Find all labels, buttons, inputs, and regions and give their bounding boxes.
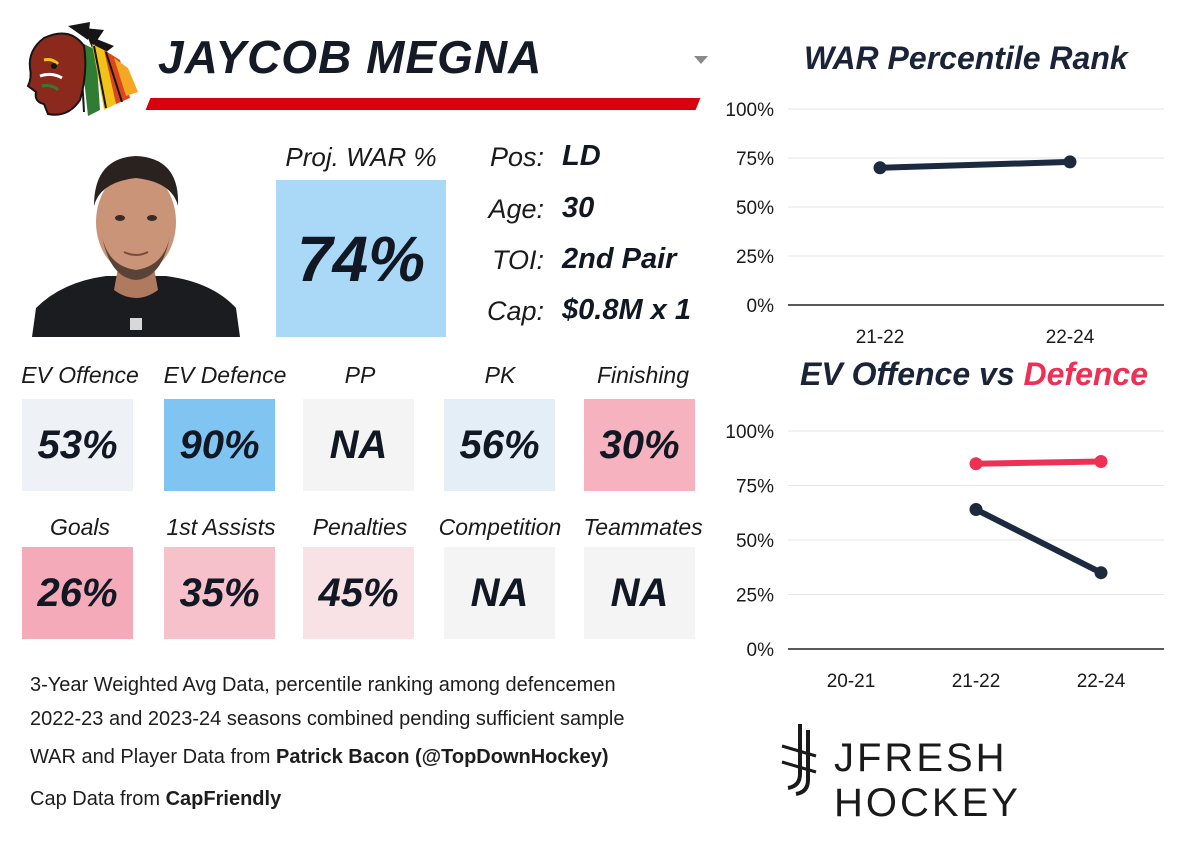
player-photo [32, 156, 240, 337]
info-key-toi: TOI: [491, 245, 544, 275]
footnote-line-4: Cap Data from CapFriendly [30, 788, 281, 811]
metric-label-ev-offence: EV Offence [21, 362, 139, 388]
footnote-prefix: Cap Data from [30, 788, 166, 810]
info-value-pos: LD [562, 140, 601, 172]
y-tick-label: 50% [736, 198, 774, 219]
metric-label-competition: Competition [438, 514, 562, 540]
data-point [1063, 155, 1077, 169]
proj-war-value: 74% [296, 222, 426, 295]
info-key-cap: Cap: [486, 296, 544, 326]
proj-war-tile: 74% [276, 180, 446, 337]
footnote-prefix: WAR and Player Data from [30, 746, 277, 768]
footnote-line-2: 2022-23 and 2023-24 seasons combined pen… [30, 708, 625, 730]
metric-tile: 30% [584, 399, 695, 491]
chart-title: WAR Percentile Rank [804, 40, 1128, 76]
series-line [973, 458, 1104, 467]
x-tick-label: 21-22 [952, 671, 1001, 692]
metric-label-pp: PP [344, 362, 376, 388]
info-value-age: 30 [562, 192, 595, 224]
x-tick-label: 21-22 [856, 327, 905, 348]
y-tick-label: 25% [736, 586, 774, 607]
y-tick-label: 50% [736, 531, 774, 552]
x-tick-label: 22-24 [1077, 671, 1126, 692]
data-point [1094, 455, 1108, 469]
metric-tile: NA [584, 547, 695, 639]
footnote-line-1: 3-Year Weighted Avg Data, percentile ran… [30, 674, 616, 696]
info-key-age: Age: [488, 194, 544, 224]
series-line [877, 158, 1073, 171]
data-point [969, 457, 983, 471]
dropdown-arrow-icon[interactable] [694, 56, 708, 64]
player-name: JAYCOB MEGNA [158, 31, 543, 83]
title-underline-bar [145, 98, 701, 110]
info-value-cap: $0.8M x 1 [562, 294, 691, 326]
data-point [1094, 566, 1108, 580]
metric-label-finishing: Finishing [596, 362, 690, 388]
info-key-pos: Pos: [489, 142, 544, 172]
metric-label-ev-defence: EV Defence [163, 362, 287, 388]
metric-tile: NA [303, 399, 414, 491]
metric-value: NA [329, 422, 388, 467]
metric-value: 53% [37, 422, 118, 467]
y-tick-label: 0% [747, 640, 775, 661]
war-percentile-chart: 0% 25% 50% 75% 100% 21-22 22-24 [725, 100, 1164, 348]
jfresh-logo-icon [781, 724, 817, 796]
brand-name: JFRESH HOCKEY [834, 736, 1021, 825]
y-tick-label: 25% [736, 247, 774, 268]
series-line [973, 506, 1104, 576]
chart-title-part: EV Offence vs [800, 356, 1024, 392]
metric-tile: 35% [164, 547, 275, 639]
metric-label-teammates: Teammates [583, 514, 703, 540]
metric-label-1st-assists: 1st Assists [166, 514, 276, 540]
info-value-toi: 2nd Pair [562, 243, 677, 275]
proj-war-label: Proj. WAR % [285, 142, 437, 172]
footnote-line-3: WAR and Player Data from Patrick Bacon (… [30, 746, 609, 769]
metric-tile: 53% [22, 399, 133, 491]
metric-tile: 26% [22, 547, 133, 639]
metric-value: NA [470, 570, 529, 615]
data-point [969, 502, 983, 516]
y-tick-label: 75% [736, 149, 774, 170]
data-point [873, 161, 887, 175]
metric-value: 56% [459, 422, 540, 467]
metric-label-goals: Goals [49, 514, 111, 540]
metric-value: 30% [599, 422, 680, 467]
x-tick-label: 20-21 [827, 671, 876, 692]
ev-offence-defence-chart: 0% 25% 50% 75% 100% 20-21 21-22 22-24 [725, 422, 1164, 692]
metric-value: 45% [318, 570, 399, 615]
data-source-link: Patrick Bacon (@TopDownHockey) [276, 746, 609, 768]
y-tick-label: 100% [725, 422, 774, 443]
metric-tile: NA [444, 547, 555, 639]
metric-value: 26% [37, 570, 118, 615]
blackhawks-logo [26, 22, 138, 116]
y-tick-label: 0% [747, 296, 775, 317]
metric-tile: 45% [303, 547, 414, 639]
cap-source-link: CapFriendly [165, 788, 282, 810]
y-tick-label: 100% [725, 100, 774, 121]
metric-label-pk: PK [484, 362, 516, 388]
metric-tile: 56% [444, 399, 555, 491]
metric-label-penalties: Penalties [312, 514, 408, 540]
x-tick-label: 22-24 [1046, 327, 1095, 348]
chart-title-part: Defence [1023, 356, 1149, 392]
y-tick-label: 75% [736, 477, 774, 498]
metric-tile: 90% [164, 399, 275, 491]
metric-value: 90% [179, 422, 260, 467]
metric-value: NA [610, 570, 669, 615]
chart-title: EV Offence vs Defence [800, 356, 1148, 393]
metric-value: 35% [179, 570, 260, 615]
